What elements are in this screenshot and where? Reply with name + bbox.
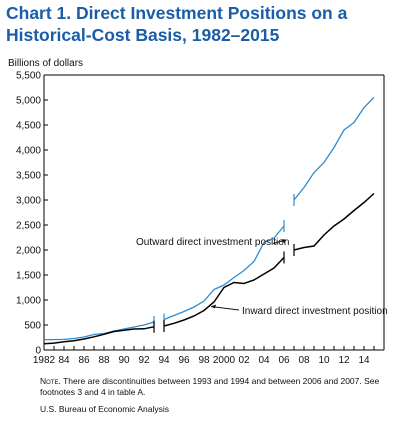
x-tick-label: 96: [178, 355, 190, 366]
x-tick-label: 98: [198, 355, 210, 366]
series-line-outward: [294, 98, 374, 201]
series-label-outward: Outward direct investment position: [136, 237, 289, 248]
x-tick-label: 90: [118, 355, 130, 366]
y-tick-label: 2,500: [16, 221, 41, 232]
y-axis-label: Billions of dollars: [8, 58, 83, 69]
y-tick-label: 4,000: [16, 146, 41, 157]
series-line-inward: [294, 194, 374, 251]
y-tick-label: 500: [24, 321, 41, 332]
series-annotations: Outward direct investment position Inward…: [136, 237, 388, 317]
leader-arrow: [211, 305, 216, 309]
series-label-inward: Inward direct investment position: [242, 306, 388, 317]
series-line-outward: [44, 322, 154, 340]
y-tick-label: 1,500: [16, 271, 41, 282]
y-tick-label: 4,500: [16, 121, 41, 132]
chart-source: U.S. Bureau of Economic Analysis: [40, 404, 169, 414]
x-tick-label: 12: [338, 355, 350, 366]
x-tick-label: 2000: [213, 355, 236, 366]
x-tick-label: 88: [98, 355, 110, 366]
y-tick-label: 3,000: [16, 196, 41, 207]
note-text: There are discontinuities between 1993 a…: [40, 376, 379, 397]
x-tick-label: 10: [318, 355, 330, 366]
x-tick-label: 02: [238, 355, 250, 366]
y-tick-label: 2,000: [16, 246, 41, 257]
chart-axes: 05001,0001,5002,0002,5003,0003,5004,0004…: [16, 71, 384, 367]
series-line-inward: [44, 327, 154, 344]
x-tick-label: 06: [278, 355, 290, 366]
x-tick-label: 92: [138, 355, 150, 366]
x-tick-label: 84: [58, 355, 70, 366]
y-tick-label: 5,000: [16, 96, 41, 107]
x-tick-label: 94: [158, 355, 170, 366]
y-tick-label: 3,500: [16, 171, 41, 182]
x-tick-label: 14: [358, 355, 370, 366]
y-tick-label: 5,500: [16, 71, 41, 82]
x-tick-label: 08: [298, 355, 310, 366]
x-tick-label: 04: [258, 355, 270, 366]
x-tick-label: 1982: [33, 355, 56, 366]
x-tick-label: 86: [78, 355, 90, 366]
y-tick-label: 1,000: [16, 296, 41, 307]
note-label: Note.: [40, 376, 61, 386]
chart-note: Note. There are discontinuities between …: [40, 376, 412, 398]
